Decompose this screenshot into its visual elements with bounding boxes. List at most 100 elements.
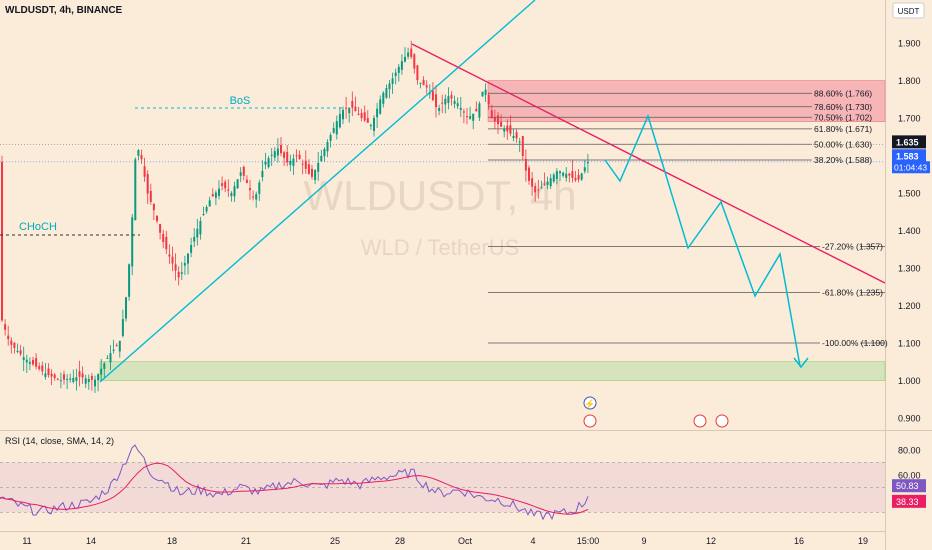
- rsi-band: [0, 462, 885, 513]
- time-tick-label: 16: [794, 536, 804, 546]
- candle-body: [462, 111, 465, 113]
- rsi-line[interactable]: [0, 444, 589, 521]
- candle-body: [280, 144, 282, 154]
- candle-body: [100, 368, 103, 375]
- candle-body: [13, 342, 16, 348]
- candle-body: [156, 215, 158, 222]
- candle-body: [125, 297, 127, 319]
- currency-badge[interactable]: [892, 2, 925, 19]
- candle-body: [534, 186, 537, 193]
- candle-body: [521, 136, 524, 156]
- candle-body: [16, 351, 19, 352]
- candle-body: [196, 228, 199, 238]
- candle-body: [301, 163, 304, 165]
- price-tick-label: 1.200: [898, 301, 921, 311]
- candle-body: [233, 186, 236, 197]
- candle-body: [332, 128, 335, 133]
- fib-layer: 88.60% (1.766) 78.60% (1.730)70.50% (1.70…: [0, 88, 888, 348]
- candle-body: [388, 83, 391, 90]
- candle-body: [540, 187, 543, 189]
- time-axis[interactable]: 11 14 18 21 25 28 Oct 4 15:00 9 12 16 19: [22, 536, 868, 546]
- candle-body: [314, 169, 317, 181]
- candle-body: [292, 158, 295, 166]
- drawings-layer: [99, 0, 886, 383]
- time-tick-label: 28: [395, 536, 405, 546]
- lightning-icon[interactable]: [583, 396, 597, 410]
- us-flag-icon[interactable]: [693, 414, 707, 428]
- candle-body: [348, 107, 351, 114]
- candle-body: [249, 188, 251, 191]
- choch-label: CHoCH: [19, 221, 57, 233]
- candle-body: [162, 233, 165, 242]
- candle-body: [190, 245, 193, 253]
- candle-body: [419, 82, 422, 84]
- price-axis[interactable]: 1.9001.8001.7001.6001.5001.4001.3001.200…: [892, 39, 930, 424]
- candle-body: [354, 106, 357, 112]
- candle-body: [84, 378, 87, 384]
- rsi-ma-value-label: 38.33: [896, 497, 919, 507]
- supply-zone[interactable]: [487, 80, 886, 122]
- candle-body: [456, 103, 459, 107]
- candle-body: [295, 155, 298, 157]
- main-pane[interactable]: [0, 0, 885, 430]
- rsi-ma-line[interactable]: [0, 462, 589, 515]
- fib-level-label: -61.80% (1.235): [822, 287, 883, 297]
- candle-body: [317, 162, 320, 172]
- candle-body: [118, 340, 121, 352]
- candle-body: [56, 378, 59, 380]
- candle-body: [94, 379, 96, 387]
- crosshair-price-label-bg: [892, 135, 926, 149]
- countdown-label: 01:04:43: [894, 162, 927, 172]
- resistance-line[interactable]: [411, 43, 886, 284]
- bos-label: BoS: [230, 95, 251, 107]
- candle-body: [407, 52, 410, 57]
- price-tick-label: 1.900: [898, 39, 921, 49]
- candle-body: [245, 179, 248, 183]
- candle-body: [351, 101, 354, 108]
- candle-body: [227, 189, 230, 191]
- candle-body: [549, 178, 552, 187]
- rsi-value-label-bg: [892, 479, 926, 493]
- candle-body: [515, 132, 518, 139]
- candle-body: [326, 142, 329, 152]
- currency-label: USDT: [898, 7, 920, 16]
- candle-body: [447, 96, 450, 103]
- candle-body: [379, 99, 382, 114]
- candle-body: [214, 192, 217, 198]
- candle-body: [397, 66, 400, 73]
- candle-body: [410, 48, 413, 57]
- price-tick-label: 1.300: [898, 264, 921, 274]
- rsi-tick-label: 80.00: [898, 445, 921, 455]
- candle-body: [41, 365, 44, 372]
- rsi-pane[interactable]: [0, 431, 885, 531]
- candle-body: [497, 115, 499, 125]
- candle-body: [270, 154, 273, 156]
- projection-path[interactable]: [604, 113, 801, 367]
- candle-body: [4, 324, 7, 330]
- candle-body: [357, 113, 360, 115]
- candle-body: [425, 85, 428, 88]
- candle-body: [187, 253, 189, 264]
- time-tick-label: 4: [530, 536, 535, 546]
- us-flag-icon[interactable]: [715, 414, 729, 428]
- candle-body: [413, 54, 416, 69]
- us-flag-icon[interactable]: [583, 414, 597, 428]
- uptrend-line[interactable]: [99, 0, 536, 383]
- candle-body: [537, 189, 540, 191]
- candle-body: [307, 164, 310, 174]
- time-tick-label: 14: [86, 536, 96, 546]
- candle-body: [242, 166, 245, 176]
- demand-zone[interactable]: [99, 361, 886, 381]
- candle-body: [481, 91, 484, 97]
- candle-body: [264, 161, 267, 165]
- time-tick-label: 21: [241, 536, 251, 546]
- time-tick-label: 18: [167, 536, 177, 546]
- time-tick-label: 11: [22, 536, 31, 546]
- candle-body: [490, 110, 493, 119]
- candle-body: [165, 236, 168, 250]
- candle-body: [435, 94, 437, 108]
- candle-body: [394, 72, 397, 76]
- rsi-ma-value-label-bg: [892, 494, 926, 508]
- candle-body: [168, 254, 171, 257]
